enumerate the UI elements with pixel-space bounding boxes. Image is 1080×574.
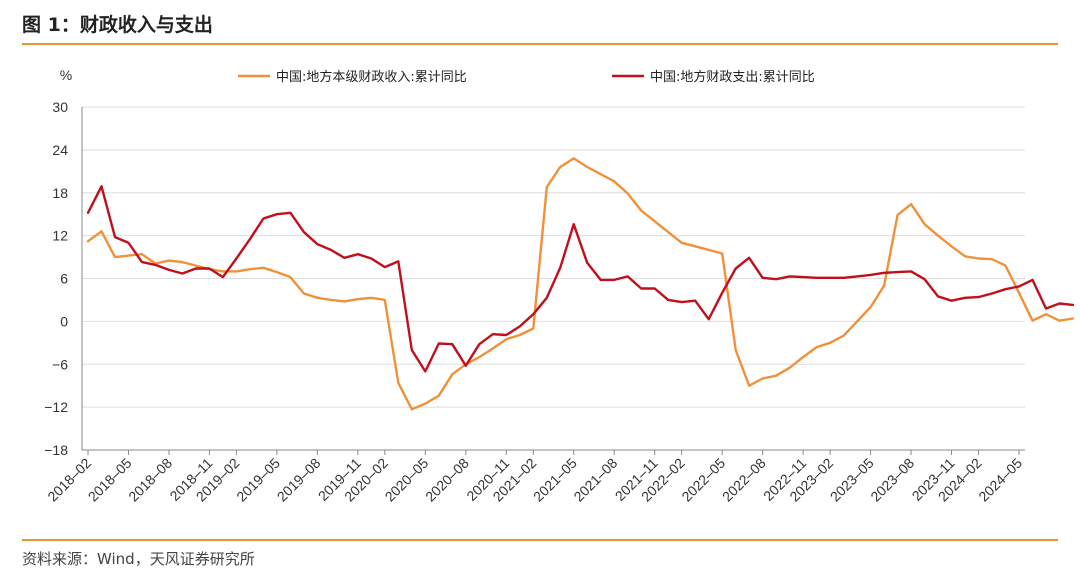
x-tick-label: 2022–05 [678,455,728,505]
x-axis: 2018–022018–052018–082018–112019–022019–… [44,449,1025,505]
series-line-2 [86,185,1075,373]
figure-title: 图 1：财政收入与支出 [22,14,213,36]
x-tick-label: 2024–05 [975,455,1025,505]
x-tick-label: 2018–05 [85,455,135,505]
y-tick-label: −12 [44,399,68,415]
x-tick-label: 2022–08 [719,455,769,505]
source-note: 资料来源：Wind，天风证券研究所 [22,550,255,568]
x-tick-label: 2021–05 [530,455,580,505]
x-tick-label: 2021–08 [570,455,620,505]
x-tick-label: 2023–05 [827,455,877,505]
y-tick-label: −6 [52,356,68,372]
legend-label-2: 中国:地方财政支出:累计同比 [650,69,815,85]
x-tick-label: 2019–08 [274,455,324,505]
y-tick-label: 24 [52,142,68,158]
y-tick-label: 18 [52,185,68,201]
y-tick-label: 12 [52,228,68,244]
footer-rule [22,539,1058,541]
legend: 中国:地方本级财政收入:累计同比 中国:地方财政支出:累计同比 [238,69,815,85]
x-tick-label: 2018–02 [44,455,94,505]
x-tick-label: 2019–05 [233,455,283,505]
legend-label-1: 中国:地方本级财政收入:累计同比 [276,69,467,85]
x-tick-label: 2023–08 [867,455,917,505]
x-tick-label: 2020–08 [422,455,472,505]
y-tick-label: 30 [52,99,68,115]
y-tick-label: 6 [60,271,68,287]
x-tick-label: 2018–08 [125,455,175,505]
x-tick-label: 2020–05 [382,455,432,505]
y-tick-label: −18 [44,442,68,458]
title-rule [22,43,1058,45]
y-tick-label: 0 [60,313,68,329]
y-axis: 30 24 18 12 6 0 −6 −12 −18% [44,67,83,458]
plot-series [86,157,1075,411]
grid-lines [82,106,1025,451]
y-unit-label: % [60,67,72,83]
series-line-1 [86,157,1075,411]
